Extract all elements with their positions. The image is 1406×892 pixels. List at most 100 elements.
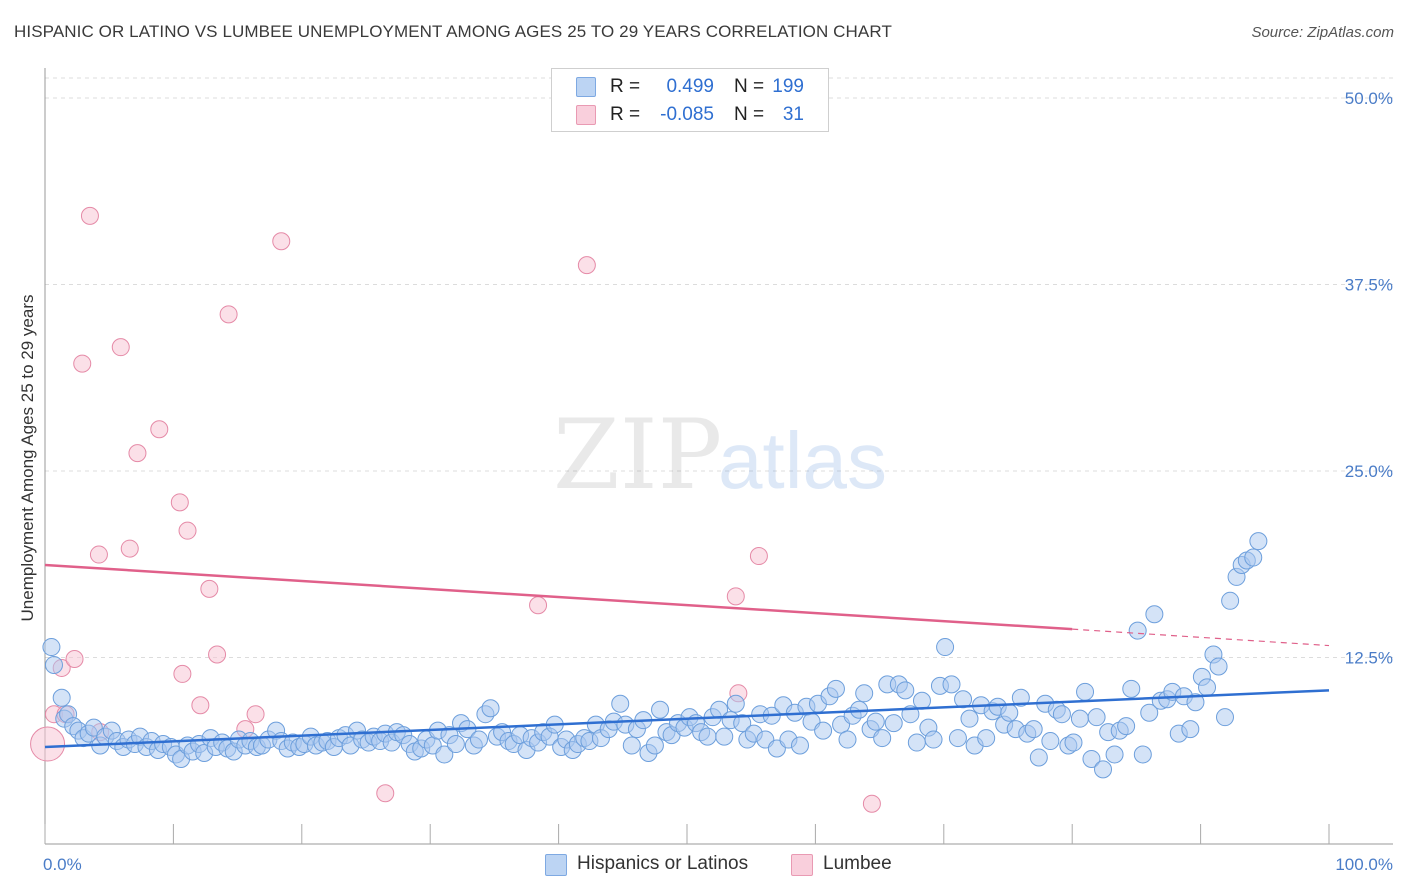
- watermark-atlas: atlas: [718, 416, 887, 505]
- watermark: ZIP atlas: [553, 399, 887, 511]
- hispanic-point: [1070, 709, 1089, 728]
- legend-r-label: R =: [610, 76, 641, 97]
- hispanic-point: [896, 681, 915, 700]
- hispanic-point: [611, 694, 630, 713]
- hispanic-point: [1140, 703, 1159, 722]
- lumbee-trend-line: [44, 563, 1073, 631]
- hispanic-point: [907, 733, 926, 752]
- grid-lines: [45, 77, 1393, 658]
- hispanic-point: [733, 714, 752, 733]
- lumbee-point: [128, 444, 147, 463]
- tick-labels: 12.5% 25.0% 37.5% 50.0% 0.0% 100.0%: [43, 89, 1393, 874]
- hispanic-points: [42, 532, 1268, 779]
- hispanic-point: [1105, 745, 1124, 764]
- axes: [44, 68, 1393, 845]
- hispanic-point: [44, 655, 63, 674]
- lumbee-point: [73, 354, 92, 373]
- legend-swatch-blue: [576, 77, 596, 97]
- hispanic-point: [826, 679, 845, 698]
- hispanic-point: [948, 729, 967, 748]
- lumbee-point: [178, 521, 197, 540]
- legend-n-label: N =: [734, 76, 765, 97]
- hispanic-point: [1011, 688, 1030, 707]
- legend-row-lumbee: R = -0.085 N = 31: [552, 101, 828, 129]
- hispanic-point: [1249, 532, 1268, 551]
- series-swatch-hispanic: [545, 854, 567, 876]
- y-axis-label: Unemployment Among Ages 25 to 29 years: [18, 295, 37, 622]
- watermark-zip: ZIP: [553, 399, 722, 511]
- lumbee-point: [862, 794, 881, 813]
- legend-n-value: 31: [782, 104, 804, 125]
- hispanic-point: [1215, 708, 1234, 727]
- lumbee-point: [89, 545, 108, 564]
- hispanic-point: [481, 699, 500, 718]
- hispanic-point: [435, 745, 454, 764]
- legend-row-hispanic: R = 0.499 N = 199: [552, 73, 828, 101]
- series-legend: Hispanics or Latinos Lumbee: [545, 852, 925, 876]
- hispanic-point: [838, 730, 857, 749]
- hispanic-point: [1000, 703, 1019, 722]
- hispanic-point: [1221, 591, 1240, 610]
- legend-r-label: R =: [610, 104, 641, 125]
- hispanic-point: [645, 736, 664, 755]
- legend-r-value: -0.085: [660, 104, 714, 125]
- hispanic-point: [1064, 733, 1083, 752]
- hispanic-point: [1209, 657, 1228, 676]
- y-tick-label: 37.5%: [1345, 276, 1393, 295]
- chart-title: HISPANIC OR LATINO VS LUMBEE UNEMPLOYMEN…: [14, 22, 892, 41]
- hispanic-point: [960, 709, 979, 728]
- lumbee-point: [749, 547, 768, 566]
- lumbee-trend-extension: [1072, 628, 1330, 647]
- lumbee-point: [150, 420, 169, 439]
- y-tick-label: 50.0%: [1345, 89, 1393, 108]
- hispanic-point: [942, 675, 961, 694]
- hispanic-point: [715, 727, 734, 746]
- hispanic-point: [884, 714, 903, 733]
- hispanic-point: [977, 729, 996, 748]
- hispanic-point: [1094, 760, 1113, 779]
- hispanic-point: [1122, 679, 1141, 698]
- trend-lines: [44, 563, 1330, 749]
- legend-r-value: 0.499: [666, 76, 714, 97]
- legend-n-value: 199: [772, 76, 804, 97]
- hispanic-point: [1133, 745, 1152, 764]
- lumbee-point: [529, 596, 548, 615]
- lumbee-point: [208, 645, 227, 664]
- hispanic-point: [446, 735, 465, 754]
- hispanic-point: [1181, 720, 1200, 739]
- lumbee-point: [726, 587, 745, 606]
- hispanic-point: [814, 721, 833, 740]
- lumbee-point: [170, 493, 189, 512]
- hispanic-point: [1052, 705, 1071, 724]
- hispanic-point: [1117, 717, 1136, 736]
- hispanic-point: [1082, 749, 1101, 768]
- legend-n-label: N =: [734, 104, 765, 125]
- lumbee-point: [577, 256, 596, 275]
- hispanic-point: [790, 736, 809, 755]
- hispanic-point: [726, 694, 745, 713]
- hispanic-point: [698, 727, 717, 746]
- lumbee-point: [80, 206, 99, 225]
- series-label-lumbee: Lumbee: [823, 853, 892, 874]
- y-tick-label: 25.0%: [1345, 462, 1393, 481]
- hispanic-point: [1128, 621, 1147, 640]
- hispanic-point: [936, 638, 955, 657]
- hispanic-point: [52, 688, 71, 707]
- hispanic-point: [855, 684, 874, 703]
- hispanic-point: [469, 730, 488, 749]
- hispanic-point: [1029, 748, 1048, 767]
- lumbee-point: [120, 539, 139, 558]
- hispanic-point: [1186, 693, 1205, 712]
- series-label-hispanic: Hispanics or Latinos: [577, 853, 749, 874]
- hispanic-point: [1024, 720, 1043, 739]
- correlation-legend: R = 0.499 N = 199 R = -0.085 N = 31: [551, 68, 829, 132]
- hispanic-trend-line: [44, 689, 1330, 749]
- lumbee-point: [173, 664, 192, 683]
- hispanic-point: [1087, 708, 1106, 727]
- lumbee-point: [191, 696, 210, 715]
- hispanic-point: [924, 730, 943, 749]
- lumbee-point: [376, 784, 395, 803]
- y-tick-label: 12.5%: [1345, 649, 1393, 668]
- legend-swatch-pink: [576, 105, 596, 125]
